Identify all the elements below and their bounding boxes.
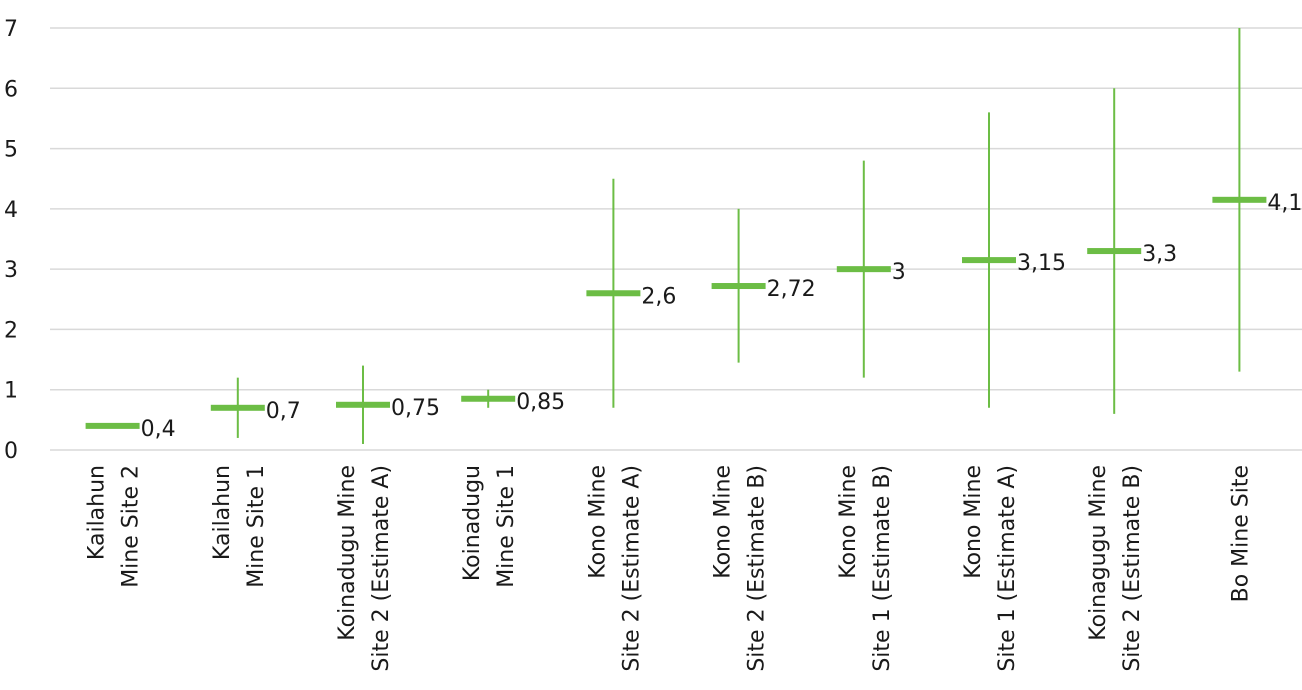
x-tick-label-line: Kono Mine <box>711 465 736 579</box>
data-label: 3,3 <box>1142 242 1177 267</box>
value-marker <box>461 395 516 402</box>
y-tick-label: 1 <box>4 379 18 404</box>
x-tick-label: Koinagugu Mine Site 2 (Estimate B) <box>1086 465 1145 672</box>
y-tick-label: 6 <box>4 77 18 102</box>
x-tick-label-line: Koinadugu Mine <box>335 465 360 641</box>
value-marker <box>336 401 390 408</box>
x-tick-label-line: Kailahun <box>210 465 235 560</box>
x-tick-label: Koinadugu Mine Site 1 <box>460 465 519 588</box>
x-tick-label-line: Kono Mine <box>961 465 986 579</box>
x-tick-label-line: Mine Site 2 <box>119 465 144 588</box>
y-tick-label: 4 <box>4 198 18 223</box>
value-marker <box>711 283 766 290</box>
x-tick-label-line: Kailahun <box>85 465 110 560</box>
value-marker <box>836 266 891 273</box>
y-tick-label: 5 <box>4 138 18 163</box>
x-tick-label-line: Mine Site 1 <box>494 465 519 588</box>
value-markers <box>85 196 1267 429</box>
data-label: 0,4 <box>141 417 176 442</box>
x-axis: Kailahun Mine Site 2 Kailahun Mine Site 1 Ko… <box>85 465 1254 672</box>
x-tick-label-line: Site 2 (Estimate A) <box>619 465 644 672</box>
x-tick-label: Kono Mine Site 2 (Estimate B) <box>711 465 770 672</box>
value-marker <box>210 404 265 411</box>
data-label: 0,85 <box>516 390 565 415</box>
value-marker <box>85 422 140 429</box>
x-tick-label: Koinadugu Mine Site 2 (Estimate A) <box>335 465 394 672</box>
value-marker <box>962 257 1016 264</box>
data-label: 3,15 <box>1017 251 1066 276</box>
x-tick-label: Kono Mine Site 1 (Estimate A) <box>961 465 1020 672</box>
x-tick-label-line: Site 2 (Estimate A) <box>369 465 394 672</box>
data-label: 0,7 <box>266 399 301 424</box>
y-tick-label: 2 <box>4 318 18 343</box>
x-tick-label-line: Kono Mine <box>585 465 610 579</box>
x-tick-label-line: Kono Mine <box>836 465 861 579</box>
x-tick-label-line: Site 2 (Estimate B) <box>1120 465 1145 672</box>
x-tick-label-line: Bo Mine Site <box>1228 465 1253 602</box>
y-axis: 0 1 2 3 4 5 6 7 <box>4 17 18 464</box>
x-tick-label: Kailahun Mine Site 1 <box>210 465 269 588</box>
range-lines <box>236 28 1241 444</box>
data-labels: 0,4 0,7 0,75 0,85 2,6 2,72 3 3,15 3,3 4,15 <box>141 191 1302 442</box>
x-tick-label-line: Site 1 (Estimate A) <box>995 465 1020 672</box>
y-tick-label: 7 <box>4 17 18 42</box>
data-label: 2,72 <box>767 277 816 302</box>
data-label: 3 <box>892 260 906 285</box>
data-label: 2,6 <box>641 284 676 309</box>
x-tick-label: Kono Mine Site 2 (Estimate A) <box>585 465 644 672</box>
gridlines <box>50 27 1302 451</box>
value-marker <box>586 290 641 297</box>
value-marker <box>1087 248 1142 255</box>
x-tick-label-line: Koinagugu Mine <box>1086 465 1111 641</box>
x-tick-label: Kailahun Mine Site 2 <box>85 465 144 588</box>
data-label: 4,15 <box>1267 191 1302 216</box>
x-tick-label-line: Site 1 (Estimate B) <box>870 465 895 672</box>
x-tick-label-line: Koinadugu <box>460 465 485 581</box>
data-label: 0,75 <box>391 396 440 421</box>
x-tick-label-line: Mine Site 1 <box>244 465 269 588</box>
x-tick-label-line: Site 2 (Estimate B) <box>745 465 770 672</box>
y-tick-label: 3 <box>4 258 18 283</box>
value-marker <box>1212 196 1267 203</box>
x-tick-label: Kono Mine Site 1 (Estimate B) <box>836 465 895 672</box>
y-tick-label: 0 <box>4 439 18 464</box>
x-tick-label: Bo Mine Site <box>1228 465 1253 602</box>
